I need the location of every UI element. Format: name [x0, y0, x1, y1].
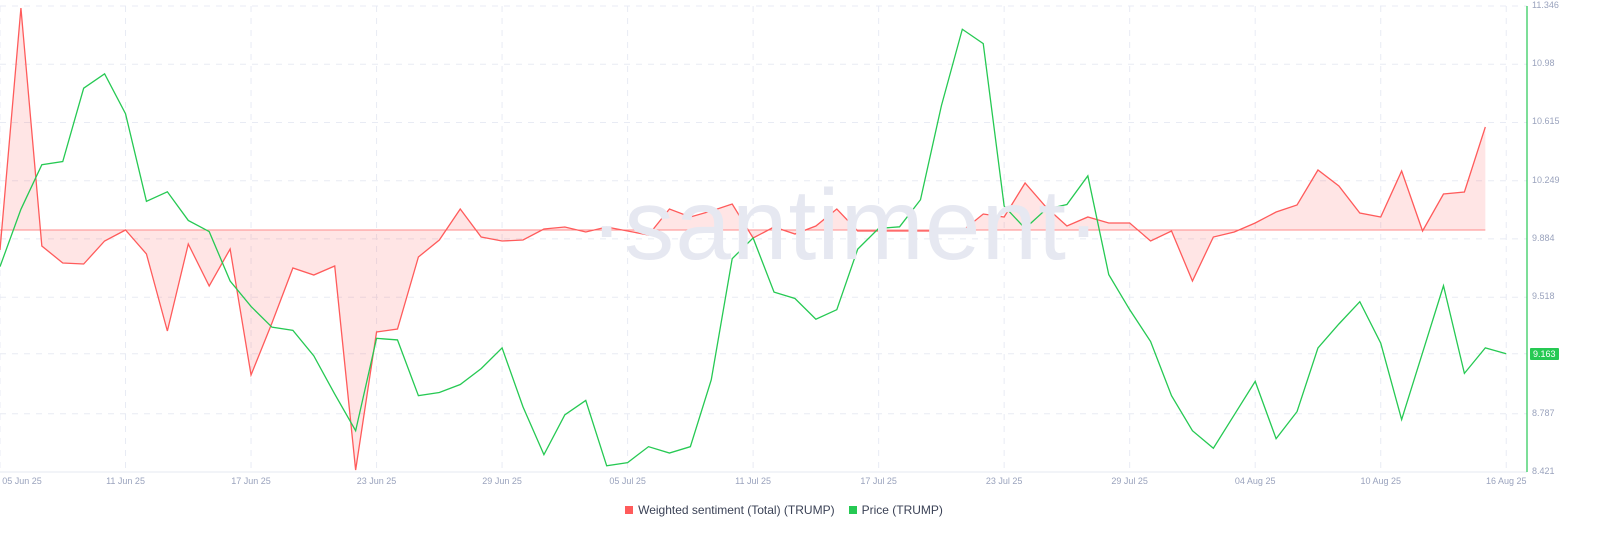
date-tick-label: 05 Jun 25	[2, 476, 42, 486]
date-tick-label: 16 Aug 25	[1485, 476, 1527, 486]
date-tick-label: 23 Jun 25	[356, 476, 397, 486]
legend-item-sentiment[interactable]: Weighted sentiment (Total) (TRUMP)	[625, 503, 835, 517]
date-tick-label: 10 Aug 25	[1360, 476, 1401, 486]
date-tick-label: 17 Jul 25	[860, 476, 897, 486]
date-tick-label: 05 Jul 25	[609, 476, 646, 486]
sentiment-line[interactable]	[0, 7, 1486, 471]
date-tick-label: 29 Jul 25	[1111, 476, 1148, 486]
legend-label-price: Price (TRUMP)	[861, 503, 943, 517]
price-tick-label: 10.98	[1532, 58, 1555, 69]
date-tick-label: 04 Aug 25	[1234, 476, 1276, 486]
date-tick-label: 23 Jul 25	[985, 476, 1023, 486]
price-tick-label: 10.615	[1532, 116, 1560, 127]
price-tick-label: 9.518	[1532, 291, 1555, 302]
price-line[interactable]	[0, 28, 1507, 467]
legend-item-price[interactable]: Price (TRUMP)	[848, 503, 943, 517]
legend-label-sentiment: Weighted sentiment (Total) (TRUMP)	[638, 503, 835, 517]
price-tick-label: 8.421	[1532, 466, 1555, 476]
price-tick-label: 11.346	[1532, 0, 1559, 10]
sentiment-area	[0, 8, 1486, 470]
date-tick-label: 11 Jul 25	[735, 476, 772, 486]
price-tick-label: 8.787	[1532, 407, 1555, 418]
sentiment-swatch-icon	[625, 506, 634, 514]
price-swatch-icon	[848, 506, 857, 514]
current-price-badge: 9.163	[1530, 347, 1559, 360]
date-tick-label: 17 Jun 25	[231, 476, 271, 486]
price-tick-label: 10.249	[1532, 174, 1560, 185]
chart-legend: Weighted sentiment (Total) (TRUMP) Price…	[0, 503, 1568, 517]
date-tick-label: 29 Jun 25	[482, 476, 522, 486]
date-tick-label: 11 Jun 25	[106, 476, 145, 486]
price-tick-label: 9.884	[1532, 232, 1555, 243]
